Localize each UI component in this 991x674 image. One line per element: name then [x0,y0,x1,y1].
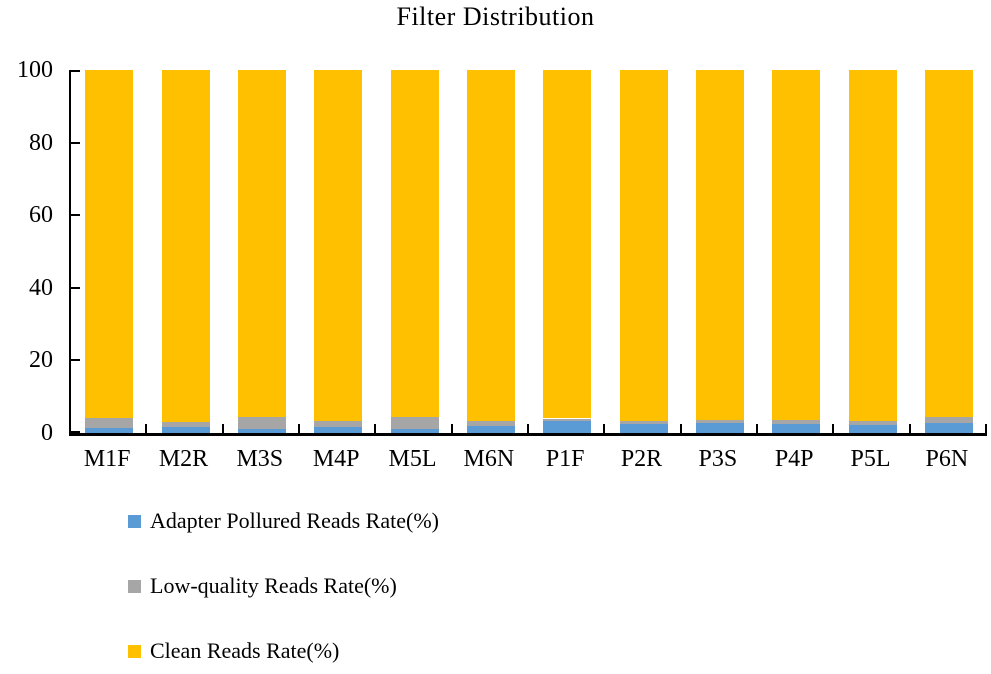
x-axis-label-p4p: P4P [774,446,814,472]
bar-m3s [237,70,286,433]
bar-segment-m6n [466,426,515,433]
bar-segment-p3s [695,419,744,423]
x-axis-tick-mark [222,424,224,433]
legend-label: Adapter Pollured Reads Rate(%) [150,508,439,533]
x-axis-label-m6n: M6N [463,446,515,472]
bar-p1f [543,70,592,433]
bar-segment-m6n [466,421,515,427]
bar-p2r [619,70,668,433]
bar-m1f [85,70,134,433]
x-axis-tick-mark [145,424,147,433]
bar-segment-p4p [772,423,821,433]
legend-item: Low-quality Reads Rate(%) [128,573,439,599]
legend: Adapter Pollured Reads Rate(%) Low-qualit… [128,508,439,674]
y-axis-tick-label: 40 [29,274,53,301]
bar-segment-m3s [237,417,286,430]
bar-m2r [161,70,210,433]
bar-segment-m4p [314,420,363,427]
y-axis-tick-mark [71,70,80,72]
y-axis-tick-mark [71,214,80,217]
bar-segment-p2r [619,421,668,424]
x-axis-label-p2r: P2R [620,446,663,472]
bar-segment-m2r [161,421,210,427]
legend-item: Clean Reads Rate(%) [128,638,439,664]
bar-segment-p4p [772,419,821,424]
bar-segment-m5l [390,417,439,430]
bar-segment-p6n [924,422,973,433]
x-axis-tick-mark [832,424,834,433]
x-axis-label-m1f: M1F [83,446,131,472]
y-axis-tick-mark [71,141,80,144]
bar-segment-m1f [85,70,134,419]
x-axis-label-m5l: M5L [388,446,437,472]
y-axis-tick-mark [71,286,80,289]
x-axis-label-m2r: M2R [158,446,209,472]
bar-segment-p2r [619,423,668,433]
bar-segment-p6n [924,417,973,423]
x-axis-label-p3s: P3S [698,446,738,472]
x-axis-label-m4p: M4P [312,446,360,472]
bar-segment-m5l [390,429,439,433]
x-axis-tick-mark [451,424,453,433]
bar-segment-p3s [695,70,744,420]
bar-segment-p1f [543,421,592,433]
x-axis-label-p6n: P6N [925,446,969,472]
bar-segment-m3s [237,70,286,418]
bar-p3s [695,70,744,433]
bar-segment-m1f [85,427,134,433]
x-axis-tick-mark [680,424,682,433]
bar-segment-m2r [161,426,210,433]
legend-swatch-icon [128,579,141,593]
bar-segment-p1f [543,418,592,422]
legend-label: Clean Reads Rate(%) [150,638,340,663]
plot-area [69,70,987,436]
bar-segment-p5l [848,421,897,426]
y-axis-tick-label: 100 [17,57,53,83]
y-axis-tick-mark [71,359,80,362]
bar-segment-p3s [695,422,744,433]
x-axis-tick-mark [909,424,911,433]
y-axis-tick-mark [71,431,80,433]
y-axis-tick-label: 80 [29,129,53,156]
bar-p6n [924,70,973,433]
bar-m5l [390,70,439,433]
bar-m4p [314,70,363,433]
x-axis-label-m3s: M3S [236,446,284,472]
bar-segment-m1f [85,418,134,428]
legend-swatch-icon [128,514,141,528]
bar-segment-p6n [924,70,973,418]
bar-segment-p5l [848,425,897,433]
bar-p5l [848,70,897,433]
x-axis-tick-mark [603,424,605,433]
bar-segment-p4p [772,70,821,420]
bar-segment-m2r [161,70,210,422]
x-axis-tick-mark [527,424,529,433]
bar-m6n [466,70,515,433]
legend-item: Adapter Pollured Reads Rate(%) [128,508,439,534]
bar-segment-m6n [466,70,515,422]
x-axis-tick-mark [298,424,300,433]
bar-segment-p1f [543,70,592,419]
x-axis-tick-mark [374,424,376,433]
y-axis-tick-label: 60 [29,202,53,229]
x-axis-label-p5l: P5L [850,446,891,472]
x-axis-tick-mark [756,424,758,433]
chart-title: Filter Distribution [396,2,595,31]
x-axis-label-p1f: P1F [545,446,585,472]
legend-label: Low-quality Reads Rate(%) [150,573,397,598]
bar-segment-m4p [314,426,363,433]
x-axis-tick-mark [985,424,987,433]
bar-segment-p5l [848,70,897,422]
y-axis-tick-label: 20 [29,347,53,374]
bar-segment-m4p [314,70,363,421]
bar-segment-m3s [237,429,286,433]
legend-swatch-icon [128,644,141,658]
bar-p4p [772,70,821,433]
bar-segment-p2r [619,70,668,422]
y-axis-tick-label: 0 [41,420,53,446]
bar-segment-m5l [390,70,439,418]
